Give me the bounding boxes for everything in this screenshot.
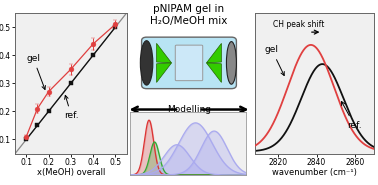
Polygon shape: [206, 63, 222, 83]
Text: ref.: ref.: [64, 95, 79, 120]
Text: gel: gel: [26, 54, 45, 90]
Ellipse shape: [226, 42, 236, 84]
Text: gel: gel: [265, 45, 284, 75]
X-axis label: x(MeOH) overall: x(MeOH) overall: [37, 168, 105, 177]
FancyBboxPatch shape: [142, 37, 236, 89]
FancyBboxPatch shape: [175, 45, 203, 81]
Polygon shape: [156, 63, 172, 83]
Text: pNIPAM gel in
H₂O/MeOH mix: pNIPAM gel in H₂O/MeOH mix: [150, 4, 228, 26]
Text: CH peak shift: CH peak shift: [273, 20, 324, 29]
Ellipse shape: [140, 41, 153, 85]
X-axis label: wavenumber (cm⁻¹): wavenumber (cm⁻¹): [272, 168, 357, 177]
Text: ref.: ref.: [341, 102, 362, 130]
Text: Modelling: Modelling: [167, 105, 211, 115]
Polygon shape: [206, 43, 222, 63]
Polygon shape: [156, 43, 172, 63]
